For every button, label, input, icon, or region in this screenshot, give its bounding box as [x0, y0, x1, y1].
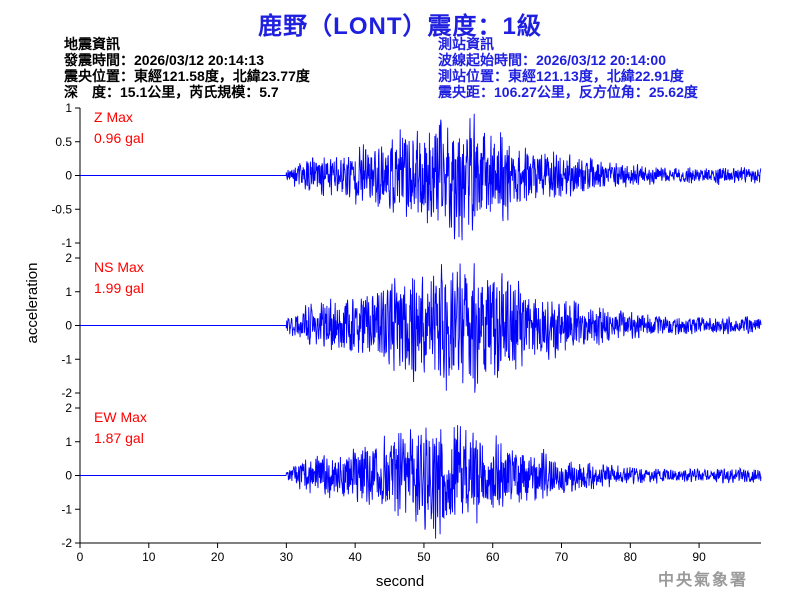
y-tick-label-ew: 2 — [65, 401, 72, 415]
x-tick-label: 20 — [211, 550, 225, 564]
waveform-z — [80, 113, 762, 241]
station-location: 測站位置：東經121.13度，北緯22.91度 — [438, 68, 684, 84]
y-tick-label-ns: -1 — [61, 352, 72, 366]
epicentral-distance: 震央距：106.27公里，反方位角：25.62度 — [438, 84, 698, 100]
y-tick-label-ns: 1 — [65, 285, 72, 299]
y-tick-label-z: 0.5 — [55, 135, 72, 149]
quake-info: 地震資訊 發震時間：2026/03/12 20:14:13 震央位置：東經121… — [64, 36, 310, 100]
x-tick-label: 50 — [417, 550, 431, 564]
x-tick-label: 70 — [555, 550, 569, 564]
x-tick-label: 10 — [142, 550, 156, 564]
y-tick-label-ns: 0 — [65, 319, 72, 333]
y-tick-label-ew: 0 — [65, 469, 72, 483]
quake-info-heading: 地震資訊 — [64, 36, 120, 52]
x-axis-label: second — [376, 573, 424, 590]
x-tick-label: 90 — [692, 550, 706, 564]
y-axis-label: acceleration — [24, 263, 41, 344]
waveform-ew — [80, 425, 762, 539]
x-tick-label: 30 — [280, 550, 294, 564]
quake-origin-time: 發震時間：2026/03/12 20:14:13 — [64, 52, 264, 68]
y-tick-label-ew: 1 — [65, 435, 72, 449]
max-title-ns: NS Max — [94, 259, 144, 275]
max-value-ew: 1.87 gal — [94, 430, 144, 446]
max-value-z: 0.96 gal — [94, 130, 144, 146]
x-tick-label: 60 — [486, 550, 500, 564]
x-tick-label: 40 — [348, 550, 362, 564]
quake-epicenter: 震央位置：東經121.58度，北緯23.77度 — [64, 68, 310, 84]
waveform-ns — [80, 263, 762, 393]
page-title: 鹿野（LONT）震度：1級 — [258, 13, 542, 40]
y-tick-label-ns: 2 — [65, 251, 72, 265]
y-tick-label-z: -0.5 — [51, 202, 72, 216]
x-tick-label: 80 — [624, 550, 638, 564]
station-info: 測站資訊 波線起始時間：2026/03/12 20:14:00 測站位置：東經1… — [438, 36, 698, 100]
y-tick-label-z: 0 — [65, 169, 72, 183]
x-tick-label: 0 — [77, 550, 84, 564]
watermark-cwa: 中央氣象署 — [657, 570, 748, 589]
station-info-heading: 測站資訊 — [438, 36, 494, 52]
y-tick-label-ns: -2 — [61, 386, 72, 400]
y-tick-label-z: 1 — [65, 101, 72, 115]
y-tick-label-ew: -1 — [61, 502, 72, 516]
y-tick-label-ew: -2 — [61, 536, 72, 550]
max-title-ew: EW Max — [94, 409, 147, 425]
waveform-start-time: 波線起始時間：2026/03/12 20:14:00 — [438, 52, 666, 68]
quake-depth-magnitude: 深 度：15.1公里，芮氏規模：5.7 — [64, 84, 279, 100]
max-value-ns: 1.99 gal — [94, 280, 144, 296]
max-title-z: Z Max — [94, 109, 133, 125]
y-tick-label-z: -1 — [61, 236, 72, 250]
